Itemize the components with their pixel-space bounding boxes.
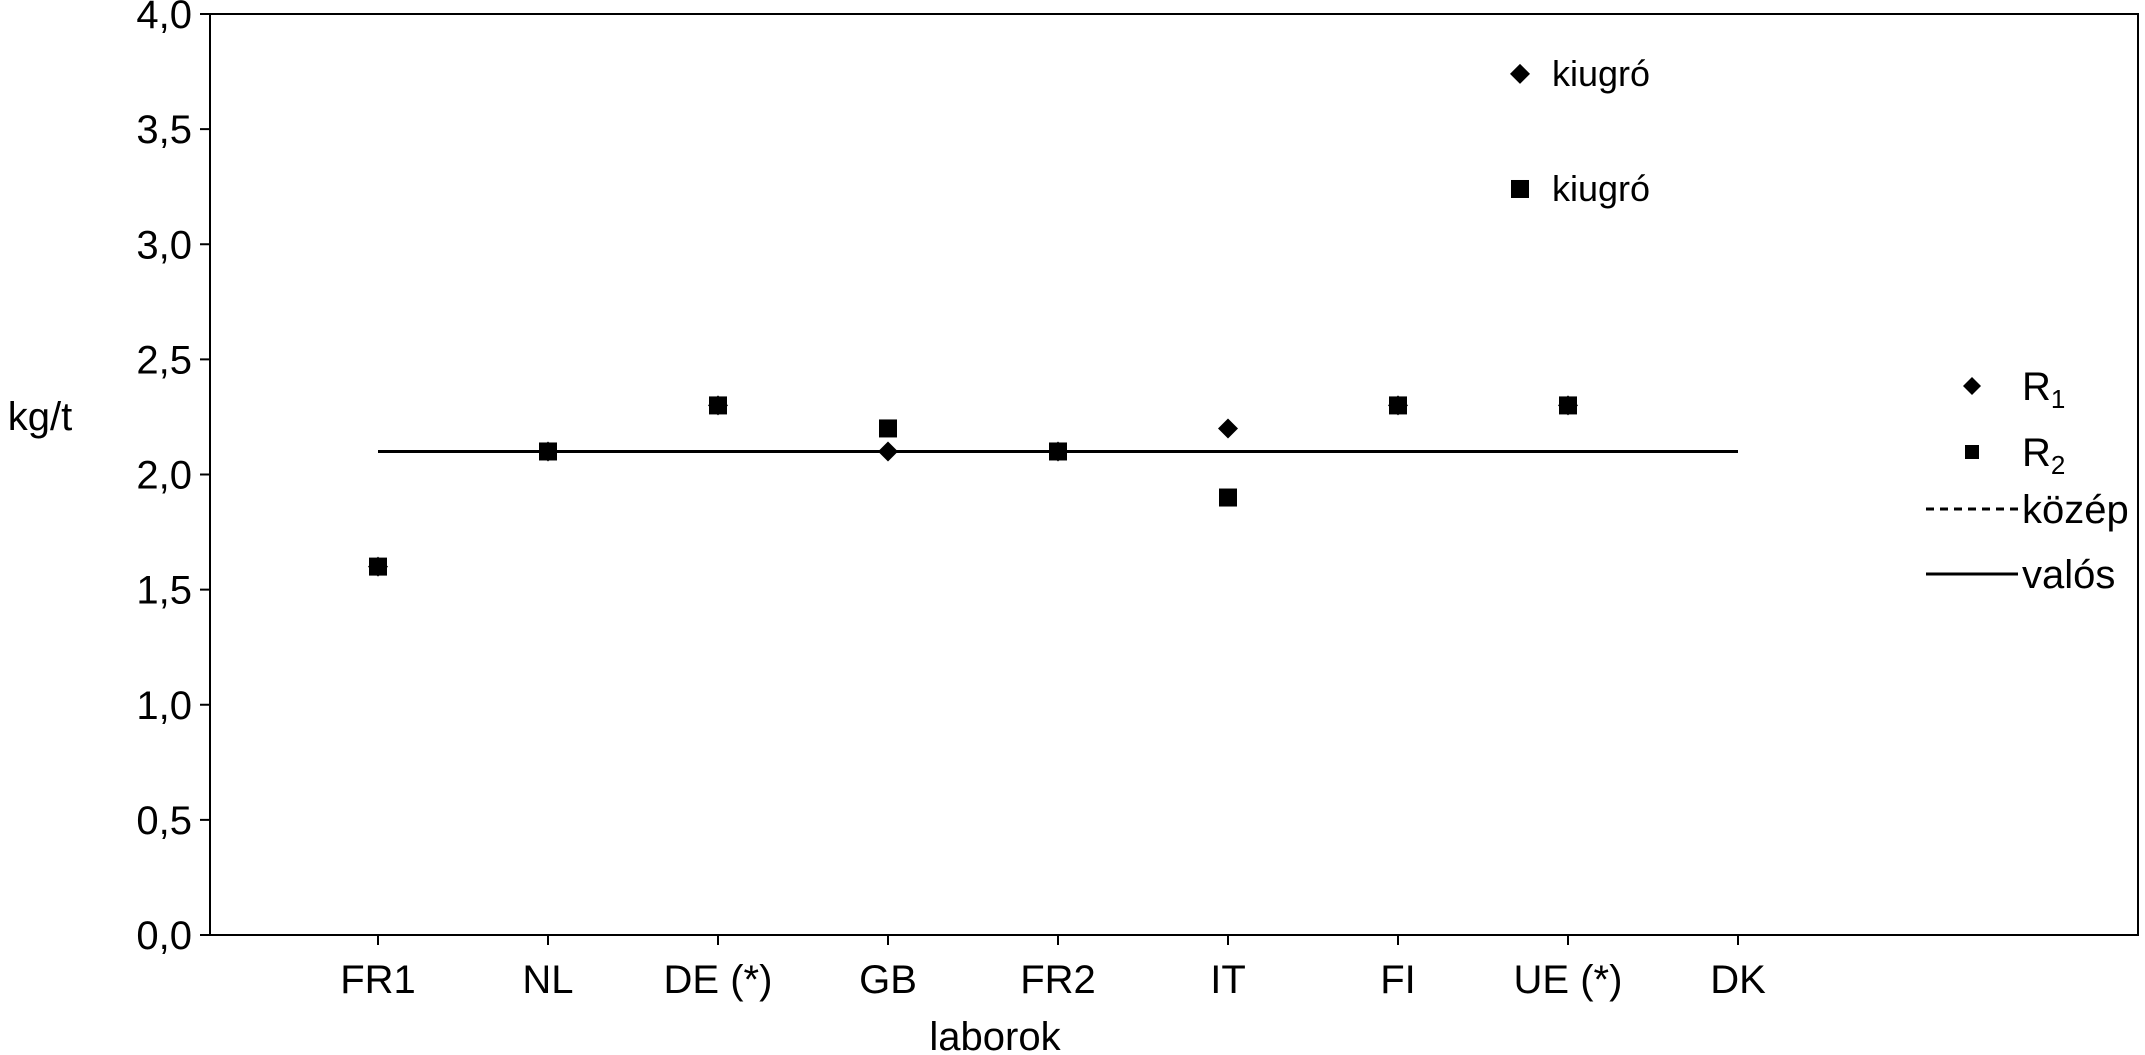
plot-area — [209, 13, 2139, 936]
legend-r2-marker — [1965, 445, 1979, 459]
r2-point — [1049, 442, 1067, 461]
r2-point — [1389, 396, 1407, 415]
x-tick-label: UE (*) — [1514, 958, 1623, 1002]
legend-label: közép — [2022, 488, 2129, 532]
y-tick-label: 3,5 — [136, 108, 192, 152]
x-tick-label: DE (*) — [664, 958, 773, 1002]
annotation-label: kiugró — [1552, 53, 1650, 94]
legend-series-name: R — [2022, 431, 2051, 475]
legend-label: valós — [2022, 553, 2115, 597]
r2-point — [879, 419, 897, 438]
r2-point — [1219, 488, 1237, 507]
r2-point — [709, 396, 727, 415]
legend-label: R2 — [2022, 431, 2065, 480]
x-tick-label: IT — [1210, 958, 1246, 1002]
y-axis: 0,0 0,5 1,0 1,5 2,0 2,5 3,0 3,5 4,0 — [136, 0, 210, 958]
y-tick-label: 3,0 — [136, 223, 192, 267]
r1-point — [1218, 418, 1238, 439]
y-axis-title: kg/t — [8, 395, 72, 439]
r2-point — [1559, 396, 1577, 415]
annotations: kiugró kiugró — [1510, 53, 1650, 209]
y-tick-label: 1,5 — [136, 569, 192, 613]
x-tick-label: GB — [859, 958, 917, 1002]
r2-point — [539, 442, 557, 461]
y-tick-label: 2,0 — [136, 454, 192, 498]
x-axis-title: laborok — [929, 1015, 1061, 1055]
y-tick-label: 4,0 — [136, 0, 192, 37]
x-tick-label: NL — [522, 958, 573, 1002]
legend-series-subscript: 2 — [2051, 450, 2065, 480]
data-markers — [368, 395, 1578, 577]
annotation-square-marker — [1511, 179, 1529, 198]
legend-r1-marker — [1963, 377, 1981, 395]
legend-label: R1 — [2022, 365, 2065, 414]
x-tick-label: FR2 — [1020, 958, 1096, 1002]
y-tick-label: 0,0 — [136, 914, 192, 958]
legend-series-subscript: 1 — [2051, 384, 2065, 414]
x-tick-label: FI — [1380, 958, 1416, 1002]
annotation-diamond-marker — [1510, 63, 1530, 84]
x-axis: FR1 NL DE (*) GB FR2 IT FI UE (*) DK — [340, 935, 1766, 1002]
x-tick-label: FR1 — [340, 958, 416, 1002]
r1-point — [878, 441, 898, 462]
legend-series-name: R — [2022, 365, 2051, 409]
y-tick-label: 2,5 — [136, 338, 192, 382]
x-tick-label: DK — [1710, 958, 1766, 1002]
annotation-label: kiugró — [1552, 168, 1650, 209]
y-tick-label: 0,5 — [136, 799, 192, 843]
y-tick-label: 1,0 — [136, 684, 192, 728]
r2-point — [369, 557, 387, 576]
